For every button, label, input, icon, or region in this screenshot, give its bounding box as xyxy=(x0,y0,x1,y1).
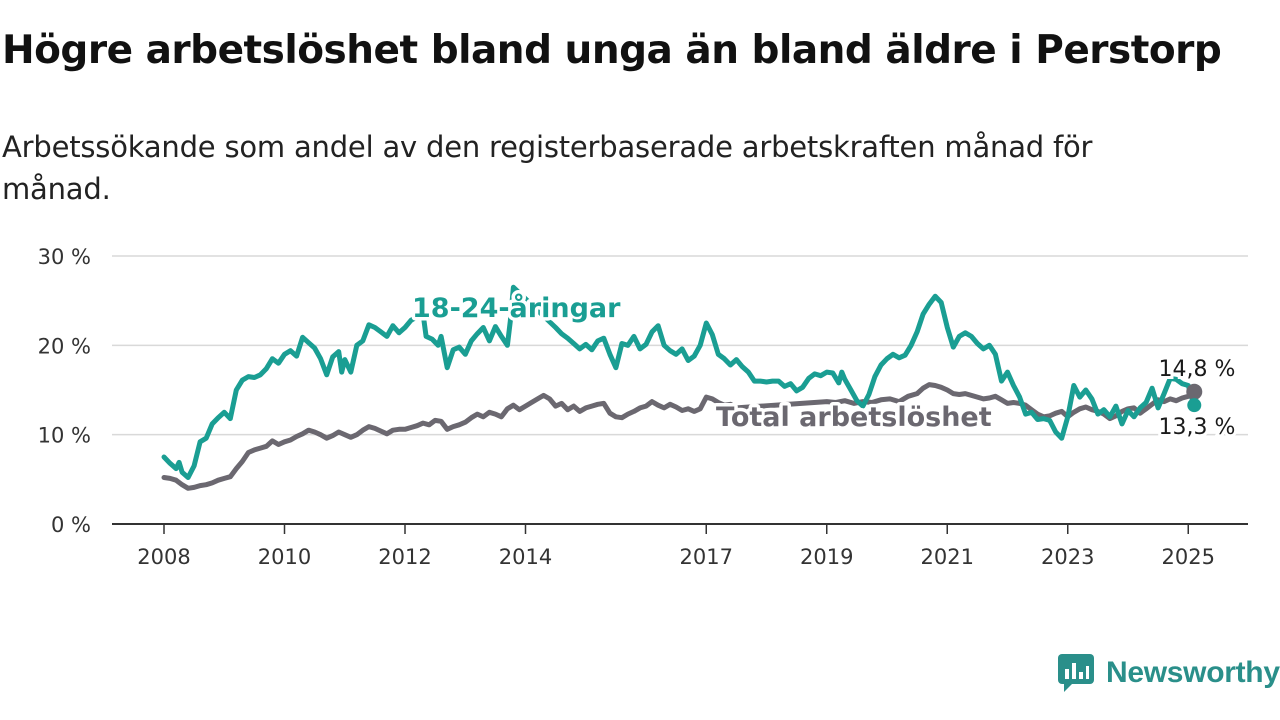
y-tick-label: 30 % xyxy=(38,245,91,269)
x-tick-label: 2023 xyxy=(1041,545,1094,569)
end-point-marker-youth xyxy=(1187,398,1202,413)
chart-subtitle: Arbetssökande som andel av den registerb… xyxy=(2,130,1093,206)
chart-title: Högre arbetslöshet bland unga än bland ä… xyxy=(2,28,1222,73)
x-tick-label: 2012 xyxy=(378,545,431,569)
newsworthy-logo[interactable]: Newsworthy xyxy=(1058,654,1280,692)
x-tick-label: 2021 xyxy=(921,545,974,569)
series-labels: 18-24-åringar Total arbetslöshet 14,8 % 13,… xyxy=(409,289,1239,444)
x-tick-label: 2019 xyxy=(800,545,853,569)
x-tick-label: 2025 xyxy=(1162,545,1215,569)
series-line xyxy=(161,382,1197,491)
brand-name: Newsworthy xyxy=(1106,656,1280,689)
x-tick-label: 2017 xyxy=(680,545,733,569)
end-label-youth: 13,3 % xyxy=(1159,415,1236,440)
y-tick-label: 20 % xyxy=(38,334,91,358)
end-point-marker-total xyxy=(1186,383,1203,400)
y-tick-label: 0 % xyxy=(51,513,91,537)
x-tick-label: 2014 xyxy=(499,545,552,569)
x-tick-label: 2010 xyxy=(258,545,311,569)
series-label-youth: 18-24-åringar xyxy=(412,292,621,324)
y-tick-label: 10 % xyxy=(38,424,91,448)
x-tick-label: 2008 xyxy=(137,545,190,569)
newsworthy-logo-icon xyxy=(1058,654,1094,692)
end-label-total: 14,8 % xyxy=(1159,357,1236,382)
series-line xyxy=(161,284,1197,480)
axes: 0 % 10 % 20 % 30 % 2008 2010 2012 2014 2017 2019 2… xyxy=(38,245,1248,569)
series-lines xyxy=(161,284,1197,491)
series-label-total: Total arbetslöshet xyxy=(716,402,992,433)
